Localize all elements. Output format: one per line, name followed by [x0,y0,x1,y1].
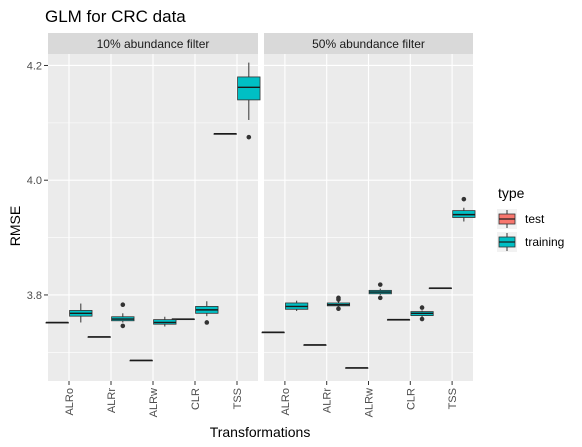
outlier-point [246,134,252,140]
box-training [285,300,309,312]
x-tick-label: ALRr [106,388,118,413]
outlier-point [336,297,341,302]
box-training [326,295,351,312]
box-test [303,344,327,346]
box-test [213,133,237,135]
facet-strip-label: 50% abundance filter [312,37,425,51]
outlier-point [419,316,425,322]
y-axis-title: RMSE [7,206,23,246]
facet-strip [48,33,258,54]
x-axis-title: Transformations [210,424,311,440]
legend: type test training [497,185,564,252]
legend-title: type [498,185,525,201]
legend-label: test [525,212,545,226]
facet-panel: 10% abundance filter ALRo ALRr ALRw CLR TSS [45,33,261,417]
x-tick-label: ALRw [364,388,376,417]
box-test [45,321,69,324]
box-training [111,302,135,329]
box-test [87,336,111,338]
box-training [368,282,392,301]
box-body [237,76,261,101]
y-axis: 3.8 4.0 4.2 [27,60,48,302]
outlier-point [377,295,383,301]
facet-panel: 50% abundance filter ALRo ALRr ALRw CLR TSS [261,33,476,417]
box-test [261,331,285,334]
chart-title: GLM for CRC data [45,7,186,26]
box-training [410,305,434,322]
x-tick-label: ALRo [64,388,76,416]
outlier-point [377,282,383,287]
x-tick-label: ALRr [322,388,334,413]
outlier-point [120,323,126,329]
box-training [237,62,261,140]
y-tick-label: 4.2 [27,60,42,72]
x-tick-label: TSS [232,388,244,409]
box-test [345,367,369,369]
box-training [452,196,476,222]
y-tick-label: 4.0 [27,175,42,187]
box-test [386,318,411,321]
facet-strip [264,33,473,54]
box-test [129,359,153,362]
facet-strip-label: 10% abundance filter [97,37,210,51]
y-tick-label: 3.8 [27,290,42,302]
x-tick-label: ALRo [280,388,292,416]
x-tick-label: TSS [447,388,459,409]
outlier-point [204,320,210,325]
outlier-point [336,306,341,312]
box-training [195,301,219,325]
outlier-point [461,196,467,202]
legend-label: training [525,235,564,249]
x-tick-label: CLR [190,388,202,410]
x-tick-label: CLR [405,388,417,410]
box-training [153,316,177,327]
outlier-point [120,302,126,308]
box-training [69,303,93,323]
outlier-point [419,305,425,310]
legend-key-test: test [497,209,545,229]
box-test [428,287,452,290]
legend-key-training: training [497,232,564,252]
x-tick-label: ALRw [148,388,160,417]
